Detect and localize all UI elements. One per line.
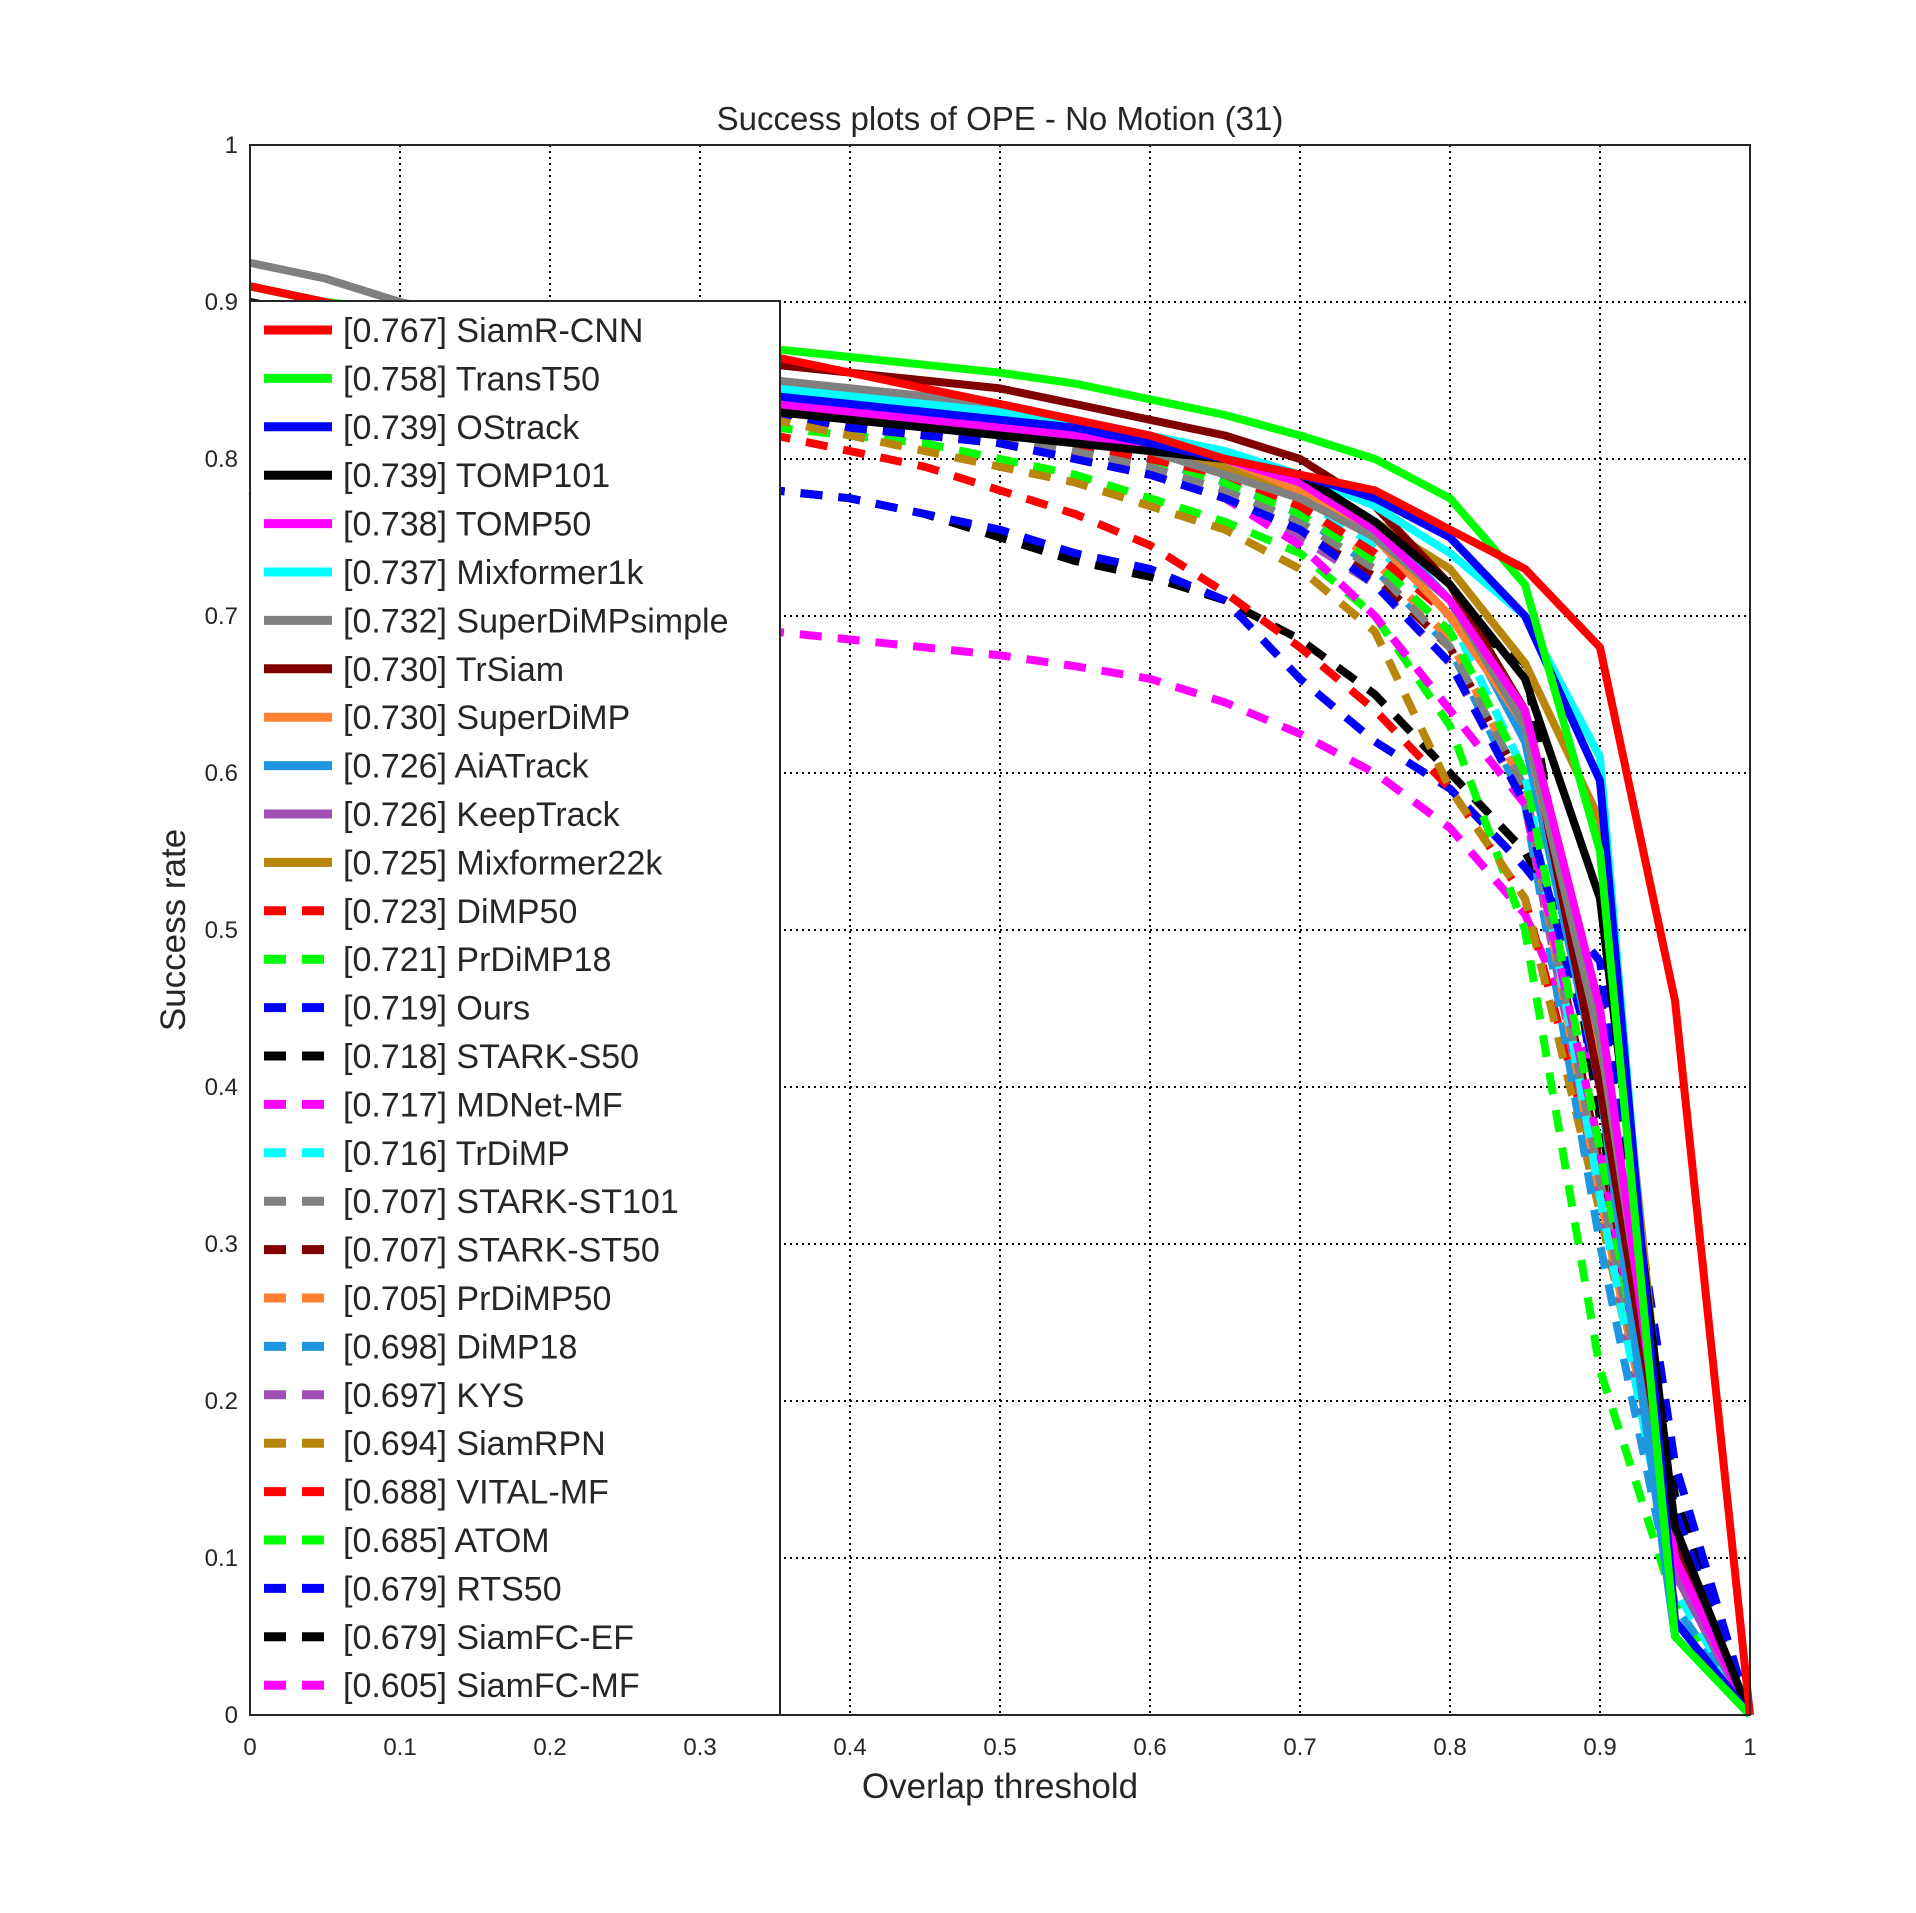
- legend-label: [0.605] SiamFC-MF: [343, 1667, 640, 1705]
- legend-label: [0.730] TrSiam: [343, 651, 564, 689]
- legend-label: [0.767] SiamR-CNN: [343, 312, 643, 350]
- legend-label: [0.718] STARK-S50: [343, 1038, 639, 1076]
- x-tick-label: 0.8: [1433, 1734, 1466, 1761]
- series-line: [249, 298, 1754, 1717]
- series-line: [249, 345, 1754, 1717]
- legend-label: [0.716] TrDiMP: [343, 1135, 570, 1173]
- legend-label: [0.694] SiamRPN: [343, 1425, 606, 1463]
- legend-label: [0.707] STARK-ST101: [343, 1183, 679, 1221]
- y-tick-label: 0.6: [205, 760, 238, 787]
- legend-label: [0.679] SiamFC-EF: [343, 1619, 634, 1657]
- series-line: [249, 345, 1754, 1717]
- legend-label: [0.705] PrDiMP50: [343, 1280, 611, 1318]
- legend-label: [0.725] Mixformer22k: [343, 844, 663, 882]
- legend-label: [0.721] PrDiMP18: [343, 941, 611, 979]
- legend-label: [0.688] VITAL-MF: [343, 1474, 609, 1512]
- legend-label: [0.685] ATOM: [343, 1522, 550, 1560]
- legend-label: [0.726] AiATrack: [343, 748, 590, 786]
- legend-label: [0.719] Ours: [343, 990, 530, 1028]
- series-line: [249, 298, 1754, 1717]
- legend-label: [0.723] DiMP50: [343, 893, 577, 931]
- y-axis-ticks: 0 0.1 0.2 0.3 0.4 0.5 0.6 0.7 0.8 0.9 1: [205, 132, 238, 1729]
- x-tick-label: 0.7: [1283, 1734, 1316, 1761]
- legend-box: [249, 300, 781, 1716]
- y-axis-label: Success rate: [154, 829, 193, 1031]
- legend-label: [0.739] OStrack: [343, 409, 580, 447]
- y-tick-label: 0.7: [205, 603, 238, 630]
- chart-title: Success plots of OPE - No Motion (31): [717, 100, 1284, 137]
- legend-label: [0.698] DiMP18: [343, 1328, 577, 1366]
- legend-label: [0.697] KYS: [343, 1377, 524, 1415]
- legend-label: [0.730] SuperDiMP: [343, 699, 630, 737]
- x-tick-label: 0.5: [983, 1734, 1016, 1761]
- legend-label: [0.717] MDNet-MF: [343, 1086, 623, 1124]
- plot-frame: [249, 144, 1751, 1716]
- y-tick-label: 0.3: [205, 1231, 238, 1258]
- legend-label: [0.732] SuperDiMPsimple: [343, 602, 729, 640]
- x-tick-label: 0.3: [683, 1734, 716, 1761]
- x-tick-label: 0.9: [1583, 1734, 1616, 1761]
- x-tick-label: 0.6: [1133, 1734, 1166, 1761]
- legend: [0.767] SiamR-CNN [0.758] TransT50 [0.739]…: [249, 300, 781, 1716]
- legend-label: [0.726] KeepTrack: [343, 796, 621, 834]
- y-tick-label: 0.5: [205, 917, 238, 944]
- x-tick-label: 0.1: [383, 1734, 416, 1761]
- y-tick-label: 1: [225, 132, 238, 159]
- x-tick-label: 0.2: [533, 1734, 566, 1761]
- x-axis-ticks: 0 0.1 0.2 0.3 0.4 0.5 0.6 0.7 0.8 0.9 1: [243, 1734, 1756, 1761]
- legend-label: [0.758] TransT50: [343, 360, 600, 398]
- y-tick-label: 0: [225, 1702, 238, 1729]
- legend-label: [0.739] TOMP101: [343, 457, 610, 495]
- x-tick-label: 0.4: [833, 1734, 866, 1761]
- y-tick-label: 0.9: [205, 289, 238, 316]
- series-line: [248, 486, 1754, 1717]
- y-tick-label: 0.2: [205, 1388, 238, 1415]
- legend-label: [0.679] RTS50: [343, 1570, 562, 1608]
- legend-label: [0.737] Mixformer1k: [343, 554, 644, 592]
- x-tick-label: 0: [243, 1734, 256, 1761]
- y-tick-label: 0.8: [205, 446, 238, 473]
- x-tick-label: 1: [1743, 1734, 1756, 1761]
- y-tick-label: 0.4: [205, 1074, 238, 1101]
- legend-label: [0.738] TOMP50: [343, 506, 591, 544]
- y-tick-label: 0.1: [205, 1545, 238, 1572]
- x-axis-label: Overlap threshold: [862, 1767, 1138, 1806]
- legend-label: [0.707] STARK-ST50: [343, 1232, 660, 1270]
